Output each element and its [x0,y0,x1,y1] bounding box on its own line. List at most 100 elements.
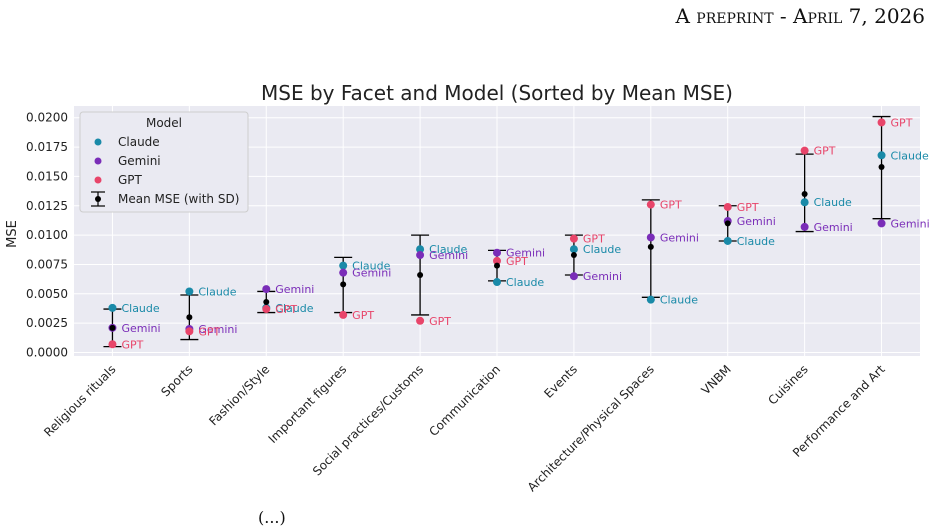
y-tick-label: 0.0175 [26,140,68,154]
x-tick-label: Fashion/Style [206,362,272,428]
point-label-gpt: GPT [352,309,374,322]
point-gemini [569,272,578,281]
point-gpt [493,256,501,265]
point-label-gpt: GPT [121,338,143,351]
point-label-gemini: Gemini [660,231,699,244]
point-gpt [416,316,425,325]
y-axis: 0.0000 0.0025 0.0050 0.0075 0.0100 0.0125 0.01… [26,111,68,360]
point-label-claude: Claude [352,260,390,273]
legend-title: Model [146,116,182,130]
point-gpt [339,310,348,319]
point-label-gpt: GPT [198,325,220,338]
point-gemini [877,219,886,228]
y-axis-label: MSE [5,220,20,248]
point-claude [185,287,194,296]
point-label-claude: Claude [429,243,467,256]
x-tick-label: Cuisines [765,362,810,407]
point-label-claude: Claude [506,276,544,289]
page-header: A preprint - April 7, 2026 [675,4,925,28]
mean-point [417,272,424,279]
point-label-gemini: Gemini [583,270,622,283]
point-gpt [723,202,732,211]
point-claude [723,236,732,245]
point-label-gpt: GPT [737,201,759,214]
point-label-gpt: GPT [583,233,605,246]
point-gemini [416,251,425,260]
mean-point [109,324,116,331]
point-claude [800,198,809,207]
y-tick-label: 0.0050 [26,287,68,301]
x-tick-label: Sports [158,362,195,399]
legend-marker-claude [94,138,102,146]
point-label-gpt: GPT [429,315,451,328]
legend-box [79,111,249,213]
point-label-gemini: Gemini [275,283,314,296]
point-gemini [262,285,271,294]
point-label-claude: Claude [891,149,929,162]
point-label-gemini: Gemini [352,267,391,280]
point-label-gemini: Gemini [506,247,545,260]
point-claude [569,245,578,254]
point-gpt [108,340,117,349]
legend: Model Claude Gemini GPT Mean MSE (with SD) [79,111,249,213]
mean-point [878,164,885,171]
point-gemini [339,268,348,277]
header-prefix: A [675,4,690,28]
y-tick-label: 0.0150 [26,169,68,183]
mean-point [801,191,808,198]
point-gpt [569,234,578,243]
point-label-gpt: GPT [891,116,913,129]
point-gpt [262,305,271,314]
point-label-claude: Claude [660,294,698,307]
y-tick-label: 0.0100 [26,228,68,242]
header-preprint: preprint [696,4,774,28]
header-date-month: pril [807,4,843,28]
point-label-claude: Claude [583,243,621,256]
mean-point [263,299,270,306]
point-gpt [800,146,809,155]
mean-point [724,220,731,227]
mean-point [340,281,347,288]
y-tick-label: 0.0200 [26,111,68,125]
header-date-tail: 7, 2026 [842,4,925,28]
chart-title: MSE by Facet and Model (Sorted by Mean M… [261,81,733,105]
legend-entry: Claude [118,135,160,149]
point-label-claude: Claude [198,285,236,298]
footer-fragment: (...) [258,508,286,527]
mean-point [186,314,193,321]
point-gpt [877,118,886,127]
x-tick-label: VNBM [699,362,734,397]
legend-entry: Gemini [118,154,161,168]
point-label-claude: Claude [737,235,775,248]
point-claude [339,261,348,270]
point-label-gemini: Gemini [814,221,853,234]
legend-entry: Mean MSE (with SD) [118,192,239,206]
mean-point [494,262,500,269]
legend-entry: GPT [118,173,143,187]
point-label-gpt: GPT [506,255,528,268]
x-tick-label: Important figures [266,362,350,446]
point-label-gemini: Gemini [198,323,237,336]
point-label-gemini: Gemini [891,217,930,230]
point-label-gpt: GPT [814,145,836,158]
point-claude [646,295,655,304]
point-gpt [646,200,655,209]
x-tick-label: Architecture/Physical Spaces [525,362,657,494]
mean-point [647,243,654,250]
point-claude [493,278,501,287]
point-claude [416,245,425,254]
header-separator: - [773,4,794,28]
x-tick-label: Religious rituals [41,362,118,439]
legend-marker-mean [95,196,101,202]
point-gemini [493,248,501,257]
mean-point [570,252,577,259]
y-tick-label: 0.0025 [26,316,68,330]
y-tick-label: 0.0000 [26,345,68,359]
point-label-claude: Claude [121,302,159,315]
y-tick-label: 0.0075 [26,257,68,271]
point-gemini [800,222,809,231]
header-date-initial: A [793,4,808,28]
point-claude [108,303,117,312]
x-tick-label: Communication [426,362,503,439]
